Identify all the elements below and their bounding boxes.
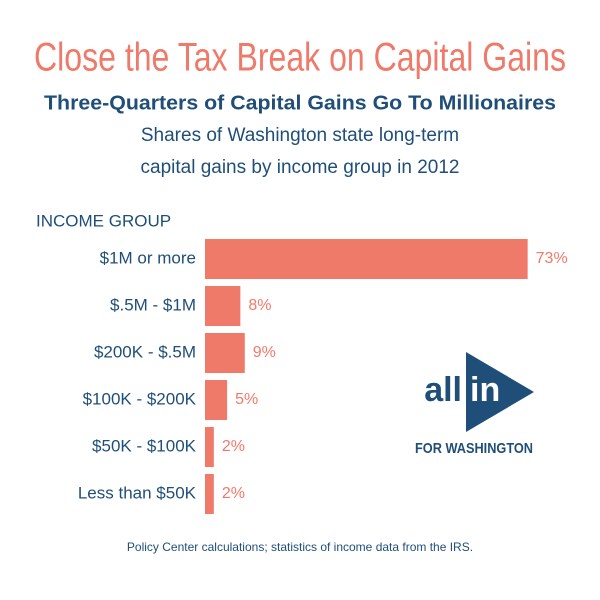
value-label: 73% [536,250,568,267]
bar [205,380,228,420]
category-label: $1M or more [100,248,196,267]
bar [205,474,214,514]
value-label: 5% [235,391,258,408]
source-note: Policy Center calculations; statistics o… [127,540,473,554]
logo-word: all [424,371,462,409]
logo: all in FOR WASHINGTON [415,352,534,457]
category-label: Less than $50K [78,483,197,502]
value-label: 9% [253,344,276,361]
logo-arrow [466,352,534,432]
chart-title: Close the Tax Break on Capital Gains [34,36,566,80]
category-label: $.5M - $1M [110,295,196,314]
bar [205,286,241,326]
category-label: $100K - $200K [83,389,197,408]
chart-subtitle: Three-Quarters of Capital Gains Go To Mi… [44,92,556,114]
bar [205,333,245,373]
axis-label: INCOME GROUP [36,211,171,230]
description-line: capital gains by income group in 2012 [141,157,460,178]
value-label: 8% [248,297,271,314]
bar [205,427,214,467]
category-label: $200K - $.5M [94,342,196,361]
bar [205,239,528,279]
description-line: Shares of Washington state long-term [141,125,459,146]
value-label: 2% [222,438,245,455]
logo-tagline: FOR WASHINGTON [415,440,533,457]
value-label: 2% [222,485,245,502]
category-label: $50K - $100K [92,436,197,455]
logo-word: in [470,371,500,409]
